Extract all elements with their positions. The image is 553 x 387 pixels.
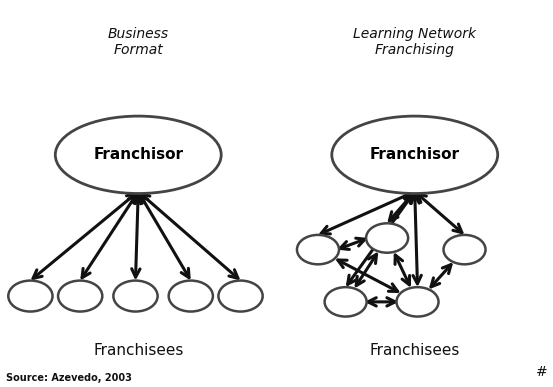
FancyArrowPatch shape [321, 193, 411, 234]
FancyArrowPatch shape [389, 194, 413, 221]
Text: Business
Format: Business Format [108, 27, 169, 57]
Circle shape [297, 235, 339, 264]
FancyArrowPatch shape [132, 195, 142, 277]
FancyArrowPatch shape [418, 194, 462, 233]
FancyArrowPatch shape [356, 254, 377, 286]
FancyArrowPatch shape [338, 260, 398, 291]
Text: #: # [536, 365, 547, 379]
FancyArrowPatch shape [340, 238, 365, 250]
Text: Franchisor: Franchisor [370, 147, 460, 162]
FancyArrowPatch shape [33, 194, 135, 278]
Circle shape [169, 281, 213, 312]
Text: Franchisor: Franchisor [93, 147, 183, 162]
FancyArrowPatch shape [141, 194, 238, 278]
Circle shape [113, 281, 158, 312]
FancyArrowPatch shape [395, 255, 410, 285]
Circle shape [397, 287, 439, 317]
Circle shape [58, 281, 102, 312]
Ellipse shape [332, 116, 498, 194]
Text: Franchisees: Franchisees [369, 343, 460, 358]
FancyArrowPatch shape [82, 194, 137, 278]
FancyArrowPatch shape [140, 195, 189, 277]
Ellipse shape [55, 116, 221, 194]
FancyArrowPatch shape [368, 298, 395, 306]
Text: Source: Azevedo, 2003: Source: Azevedo, 2003 [6, 373, 132, 383]
Text: Franchisees: Franchisees [93, 343, 184, 358]
Text: Learning Network
Franchising: Learning Network Franchising [353, 27, 476, 57]
Circle shape [8, 281, 53, 312]
Circle shape [218, 281, 263, 312]
FancyArrowPatch shape [431, 265, 451, 287]
FancyArrowPatch shape [348, 194, 413, 284]
Circle shape [325, 287, 367, 317]
Circle shape [444, 235, 486, 264]
FancyArrowPatch shape [411, 195, 421, 284]
Circle shape [366, 223, 408, 253]
